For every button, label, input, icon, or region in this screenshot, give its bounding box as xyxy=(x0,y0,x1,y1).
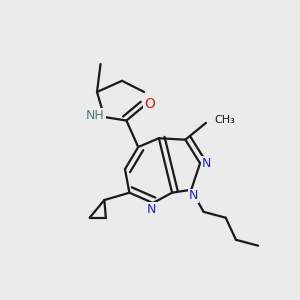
Text: O: O xyxy=(144,98,155,111)
Text: CH₃: CH₃ xyxy=(214,115,235,125)
Text: N: N xyxy=(147,203,156,216)
Text: NH: NH xyxy=(86,109,105,122)
Text: N: N xyxy=(202,157,211,170)
Text: N: N xyxy=(189,189,198,202)
